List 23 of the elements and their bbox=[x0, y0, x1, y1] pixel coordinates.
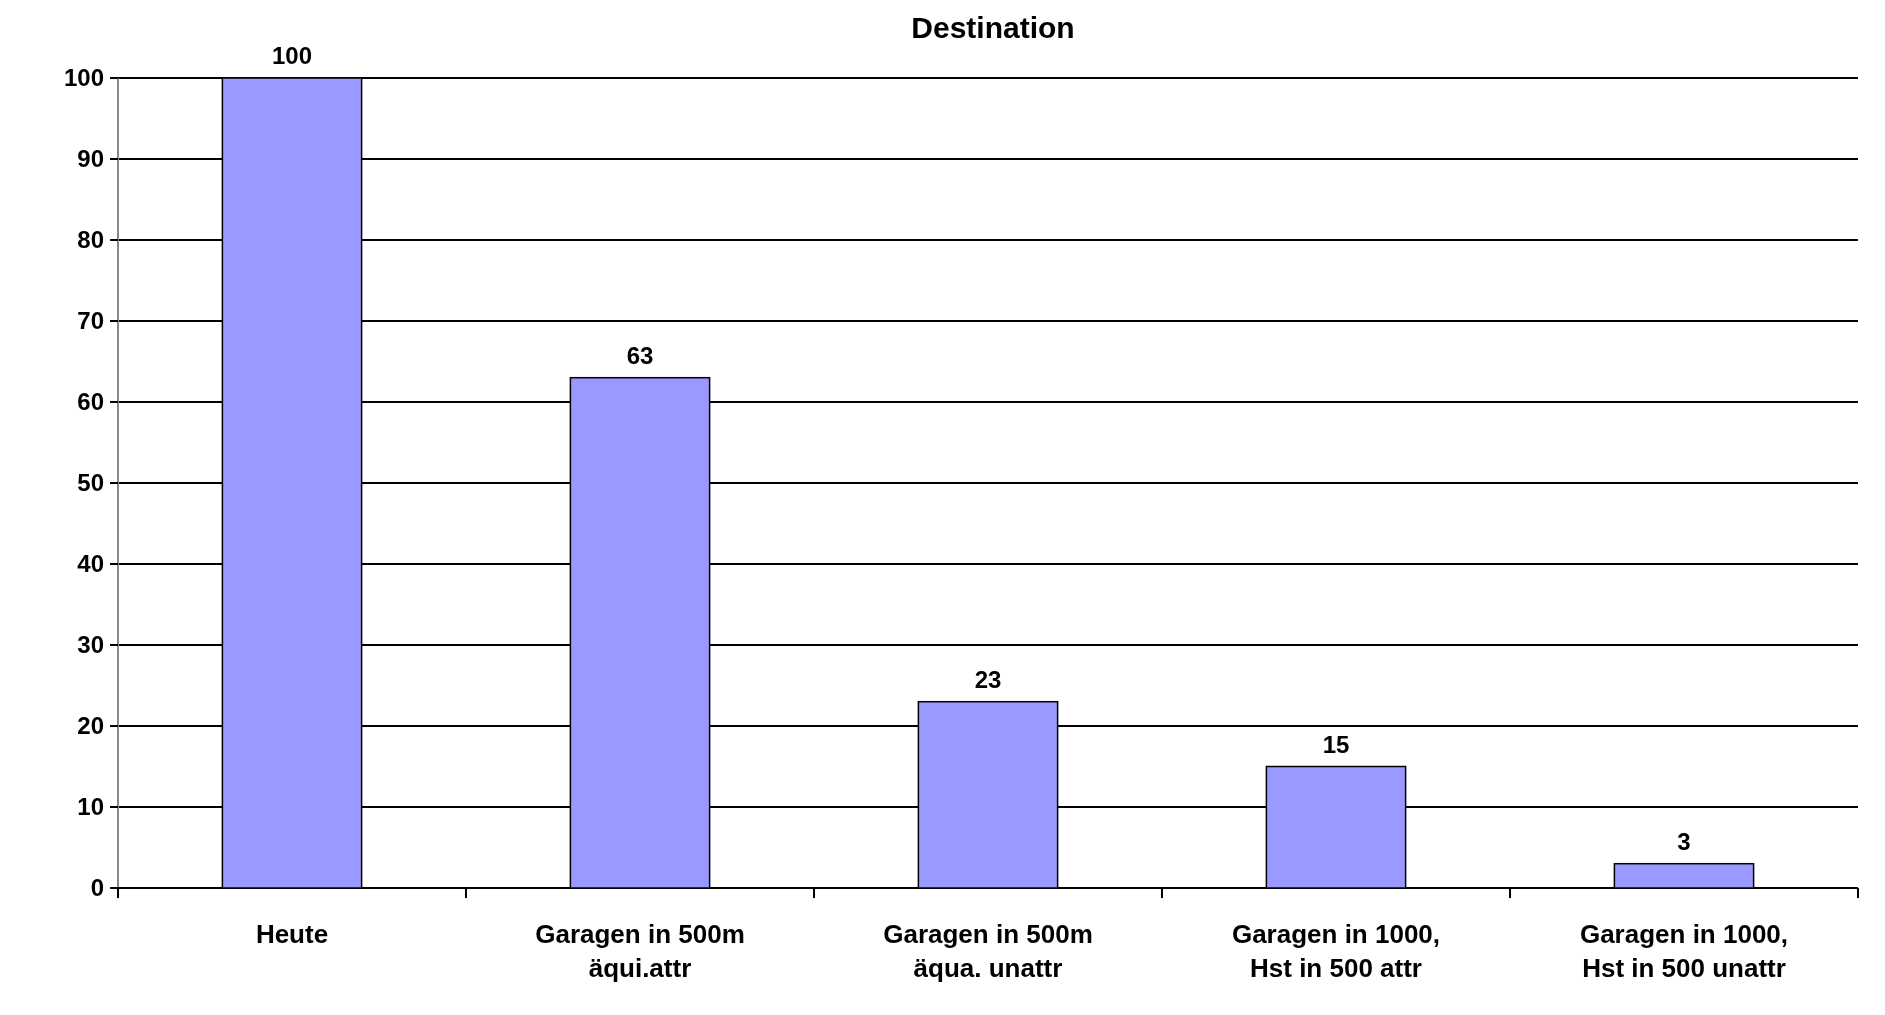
x-tick-label: Garagen in 500m äqui.attr bbox=[535, 919, 745, 983]
data-label: 63 bbox=[626, 341, 654, 369]
y-tick-label: 80 bbox=[77, 226, 104, 254]
y-tick-label: 90 bbox=[77, 145, 104, 173]
y-tick-label: 0 bbox=[90, 874, 104, 902]
data-label: 23 bbox=[974, 665, 1002, 693]
y-tick-label: 70 bbox=[77, 307, 104, 335]
bar bbox=[1613, 862, 1755, 889]
y-tick-label: 20 bbox=[77, 712, 104, 740]
y-tick-label: 100 bbox=[63, 64, 104, 92]
data-label: 100 bbox=[271, 42, 313, 69]
y-tick-label: 40 bbox=[77, 550, 104, 578]
chart-title: Destination bbox=[911, 11, 1075, 44]
data-label: 3 bbox=[1677, 827, 1691, 855]
x-tick-label: Garagen in 500m äqua. unattr bbox=[883, 919, 1093, 983]
y-tick-label: 10 bbox=[77, 793, 104, 821]
data-label: 15 bbox=[1322, 730, 1350, 758]
y-tick-label: 30 bbox=[77, 631, 104, 659]
y-tick-label: 60 bbox=[77, 388, 104, 416]
x-tick-label: Garagen in 1000, Hst in 500 unattr bbox=[1579, 919, 1789, 983]
x-tick-label: Garagen in 1000, Hst in 500 attr bbox=[1231, 919, 1441, 983]
x-tick-label: Heute bbox=[255, 919, 329, 949]
y-tick-label: 50 bbox=[77, 469, 104, 497]
